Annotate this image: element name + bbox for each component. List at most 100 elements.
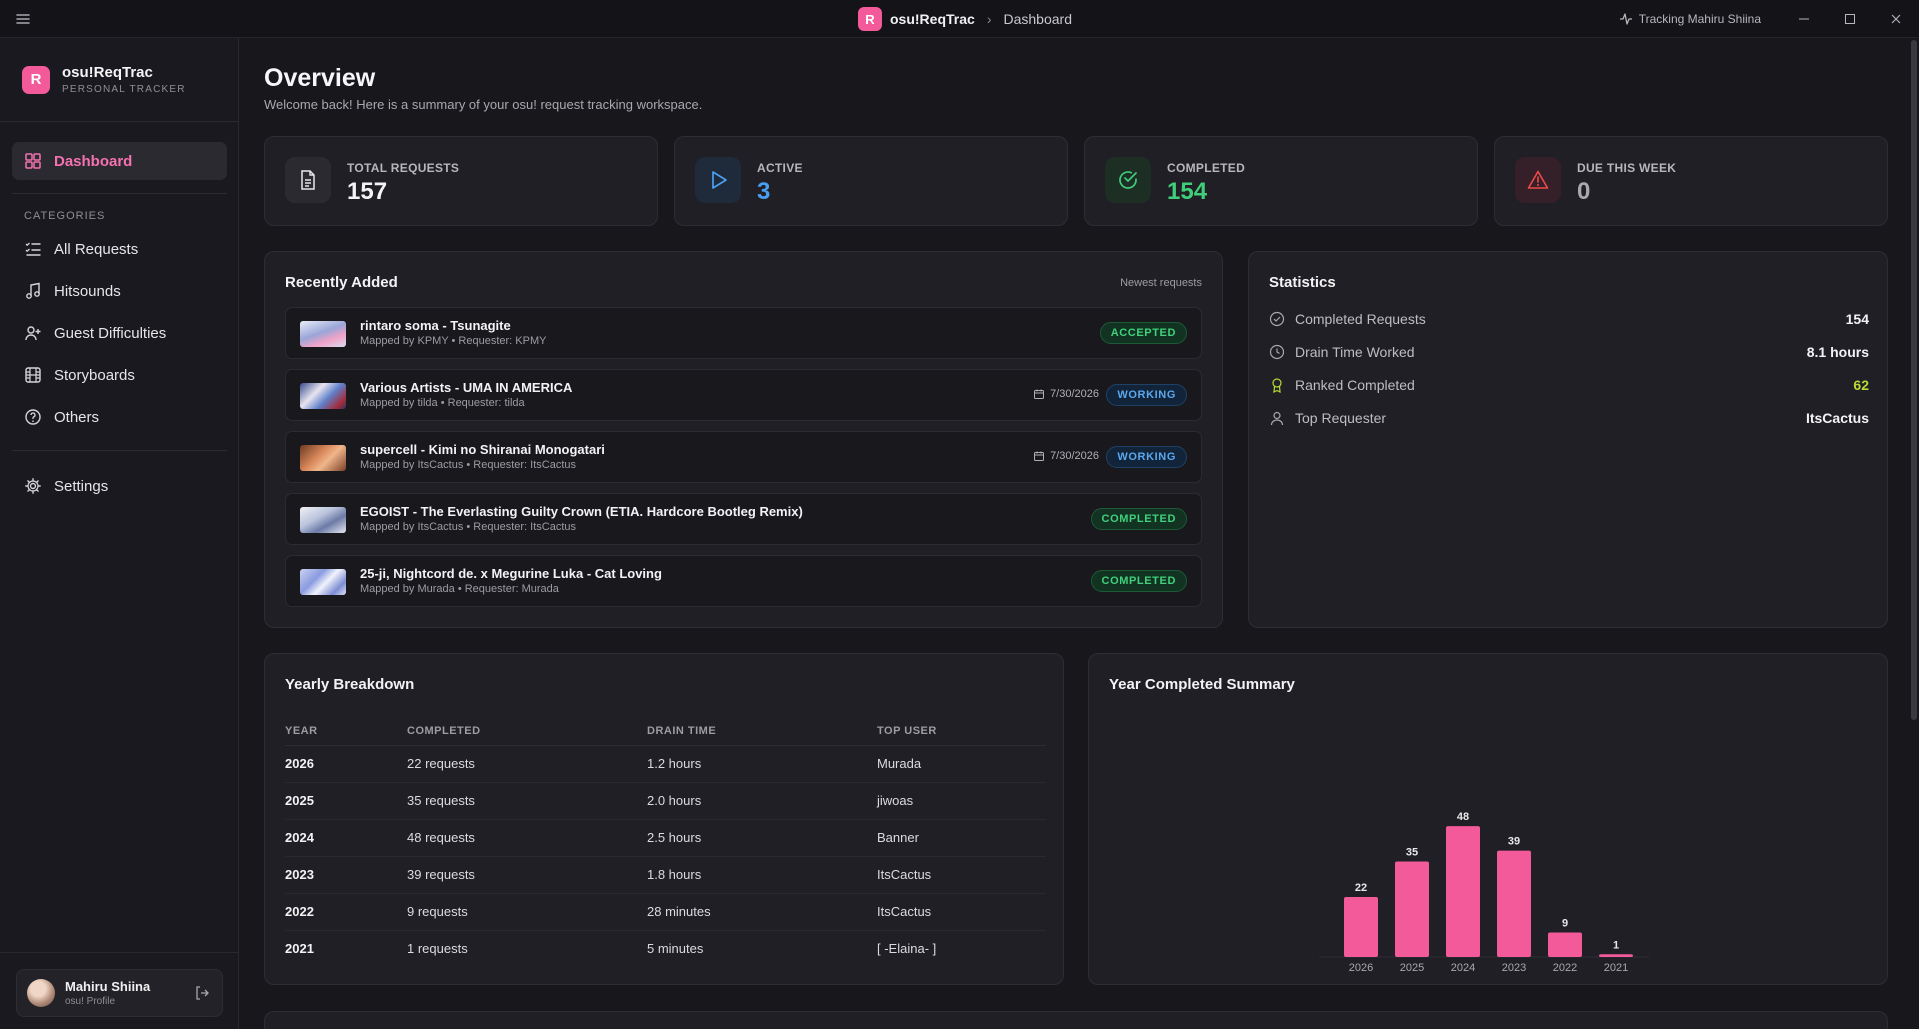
title-bar: R osu!ReqTrac › Dashboard Tracking Mahir… [0, 0, 1919, 38]
tracking-status: Tracking Mahiru Shiina [1619, 12, 1761, 26]
request-date: 7/30/2026 [1033, 450, 1099, 462]
stat-row-drain-time: Drain Time Worked 8.1 hours [1269, 342, 1869, 362]
help-circle-icon [25, 409, 41, 425]
check-circle-icon [1269, 311, 1285, 327]
request-meta: Mapped by KPMY • Requester: KPMY [360, 335, 547, 347]
chart-bar-2023[interactable] [1497, 850, 1531, 957]
beatmap-thumbnail [300, 445, 346, 471]
table-row: 2024 48 requests 2.5 hours Banner [285, 819, 1046, 857]
sidebar-item-label: Others [54, 408, 100, 426]
chart-tick-label: 2025 [1400, 962, 1424, 974]
calendar-icon [1034, 389, 1045, 399]
sidebar-item-others[interactable]: Others [12, 398, 227, 436]
hamburger-menu-icon[interactable] [14, 10, 32, 28]
brand-title: osu!ReqTrac [62, 64, 153, 81]
stat-row-label: Top Requester [1295, 410, 1387, 426]
stat-label: DUE THIS WEEK [1577, 161, 1677, 175]
gear-icon [25, 478, 41, 494]
stat-card-active: ACTIVE 3 [674, 136, 1068, 226]
stat-row-value: 62 [1853, 377, 1869, 393]
table-cell: Banner [877, 819, 1046, 857]
chart-bar-2025[interactable] [1395, 861, 1429, 957]
sidebar-item-hitsounds[interactable]: Hitsounds [12, 272, 227, 310]
table-cell: 2024 [285, 819, 407, 857]
breadcrumb-page: Dashboard [1003, 11, 1072, 27]
column-header: YEAR [285, 717, 407, 746]
list-icon [25, 242, 41, 256]
close-button[interactable] [1873, 0, 1919, 38]
table-cell: 2021 [285, 941, 314, 957]
column-header: COMPLETED [407, 717, 647, 746]
chart-data-label: 1 [1613, 939, 1619, 951]
sidebar-item-label: All Requests [54, 240, 139, 258]
chart-bar-2026[interactable] [1344, 897, 1378, 957]
maximize-button[interactable] [1827, 0, 1873, 38]
table-cell: Murada [877, 745, 1046, 783]
sidebar-item-guest-difficulties[interactable]: Guest Difficulties [12, 314, 227, 352]
request-row[interactable]: Various Artists - UMA IN AMERICA Mapped … [285, 369, 1202, 421]
table-row: 2026 22 requests 1.2 hours Murada [285, 745, 1046, 783]
status-badge: WORKING [1106, 446, 1187, 468]
calendar-icon [1034, 451, 1045, 461]
grid-icon [25, 153, 41, 169]
page-subtitle: Welcome back! Here is a summary of your … [264, 97, 703, 112]
divider [12, 450, 227, 451]
request-row[interactable]: supercell - Kimi no Shiranai Monogatari … [285, 431, 1202, 483]
stat-row-label: Completed Requests [1295, 311, 1426, 327]
table-cell: 35 requests [407, 782, 647, 820]
sidebar-item-label: Guest Difficulties [54, 324, 167, 342]
year-summary-panel: Year Completed Summary 22 2026 35 2025 48 202… [1088, 653, 1888, 985]
sidebar-item-all-requests[interactable]: All Requests [12, 230, 227, 268]
chart-tick-label: 2023 [1502, 962, 1526, 974]
table-cell: 2.5 hours [647, 819, 877, 857]
table-cell: 48 requests [407, 819, 647, 857]
stat-card-completed: COMPLETED 154 [1084, 136, 1478, 226]
user-plus-icon [25, 326, 41, 341]
chart-bar-2024[interactable] [1446, 826, 1480, 957]
sidebar-item-dashboard[interactable]: Dashboard [12, 142, 227, 180]
column-header: TOP USER [877, 717, 1046, 746]
stat-label: COMPLETED [1167, 161, 1246, 175]
chart-bar-2022[interactable] [1548, 932, 1582, 957]
stat-row-value: 8.1 hours [1806, 344, 1869, 360]
stat-value: 0 [1577, 178, 1591, 205]
sidebar-item-label: Dashboard [54, 152, 133, 170]
breadcrumb: R osu!ReqTrac › Dashboard [858, 7, 1072, 31]
table-cell: ItsCactus [877, 893, 1046, 931]
award-icon [1272, 378, 1282, 393]
profile-card[interactable]: Mahiru Shiina osu! Profile [16, 969, 223, 1017]
stat-card-due: DUE THIS WEEK 0 [1494, 136, 1888, 226]
request-meta: Mapped by tilda • Requester: tilda [360, 397, 525, 409]
stat-card-total: TOTAL REQUESTS 157 [264, 136, 658, 226]
table-cell: 2.0 hours [647, 782, 877, 820]
minimize-button[interactable] [1781, 0, 1827, 38]
section-title: Recently Added [285, 274, 398, 291]
request-row[interactable]: 25-ji, Nightcord de. x Megurine Luka - C… [285, 555, 1202, 607]
section-title: Year Completed Summary [1109, 676, 1295, 693]
table-row: 2022 9 requests 28 minutes ItsCactus [285, 893, 1046, 931]
brand[interactable]: R osu!ReqTrac PERSONAL TRACKER [22, 64, 186, 95]
request-row[interactable]: rintaro soma - Tsunagite Mapped by KPMY … [285, 307, 1202, 359]
beatmap-thumbnail [300, 507, 346, 533]
activity-icon [1619, 13, 1632, 25]
table-cell: 2023 [285, 856, 407, 894]
scrollbar[interactable] [1911, 40, 1917, 720]
sidebar-item-storyboards[interactable]: Storyboards [12, 356, 227, 394]
chevron-right-icon: › [986, 11, 992, 27]
chart-bar-2021[interactable] [1599, 954, 1633, 957]
table-cell: 1.2 hours [647, 745, 877, 783]
status-badge: ACCEPTED [1099, 322, 1187, 344]
request-title: EGOIST - The Everlasting Guilty Crown (E… [360, 504, 803, 519]
brand-subtitle: PERSONAL TRACKER [62, 84, 186, 95]
divider [0, 121, 239, 122]
sidebar: R osu!ReqTrac PERSONAL TRACKER Dashboard… [0, 38, 239, 1029]
avatar [27, 979, 55, 1007]
logout-button[interactable] [194, 985, 210, 1001]
table-cell: jiwoas [877, 782, 1046, 820]
table-cell: ItsCactus [877, 856, 1046, 894]
status-badge: WORKING [1106, 384, 1187, 406]
sidebar-item-label: Hitsounds [54, 282, 121, 300]
request-row[interactable]: EGOIST - The Everlasting Guilty Crown (E… [285, 493, 1202, 545]
sidebar-item-settings[interactable]: Settings [12, 467, 227, 505]
warning-icon [1515, 157, 1561, 203]
